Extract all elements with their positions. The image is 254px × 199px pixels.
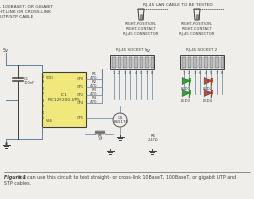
Text: 3: 3 — [124, 71, 126, 75]
Text: LED1: LED1 — [181, 87, 191, 91]
Bar — [180, 55, 224, 69]
Bar — [145, 57, 149, 67]
Text: 1M: 1M — [97, 137, 103, 141]
Text: 4: 4 — [205, 71, 207, 75]
Text: 4: 4 — [135, 71, 137, 75]
Text: VDD: VDD — [46, 76, 54, 80]
Bar — [118, 57, 121, 67]
Text: 3: 3 — [42, 99, 44, 103]
Text: R3
470: R3 470 — [90, 88, 98, 96]
Bar — [129, 57, 132, 67]
Text: LED3: LED3 — [181, 99, 191, 103]
Polygon shape — [204, 77, 211, 85]
Text: 2: 2 — [42, 87, 44, 91]
Polygon shape — [182, 90, 189, 97]
Text: IC1
PIC12F200-I/P5: IC1 PIC12F200-I/P5 — [47, 93, 81, 102]
Text: RIGHT-POSITION,
RIGHT-CONTACT
RJ-45 CONNECTOR: RIGHT-POSITION, RIGHT-CONTACT RJ-45 CONN… — [179, 22, 215, 36]
Text: 8: 8 — [151, 71, 153, 75]
Text: GP1: GP1 — [77, 85, 84, 89]
Text: 5: 5 — [140, 71, 142, 75]
Text: R2
470: R2 470 — [90, 80, 98, 88]
Text: 4: 4 — [42, 111, 44, 115]
Text: 6: 6 — [129, 71, 131, 75]
Text: 1: 1 — [113, 71, 115, 75]
Text: R5: R5 — [98, 134, 103, 138]
Text: 6: 6 — [42, 104, 44, 108]
Text: Figure 1: Figure 1 — [4, 175, 26, 180]
Text: 2: 2 — [188, 71, 190, 75]
Text: RJ-45 SOCKET 2: RJ-45 SOCKET 2 — [186, 48, 218, 52]
Text: GP2: GP2 — [77, 93, 84, 97]
Bar — [182, 57, 185, 67]
Text: STP cables.: STP cables. — [4, 181, 31, 186]
Bar — [220, 57, 224, 67]
Text: C1: C1 — [24, 77, 29, 81]
Text: 2.47Ω: 2.47Ω — [148, 138, 158, 142]
Text: GP5: GP5 — [77, 116, 84, 120]
Polygon shape — [204, 90, 211, 97]
Text: RJ-45 SOCKET 1: RJ-45 SOCKET 1 — [116, 48, 148, 52]
Text: 100nF: 100nF — [24, 81, 35, 85]
Bar — [151, 57, 154, 67]
Text: 3: 3 — [194, 71, 196, 75]
Bar — [204, 57, 208, 67]
Text: R6: R6 — [151, 134, 155, 138]
Text: LED2: LED2 — [203, 87, 213, 91]
Text: GP0: GP0 — [77, 77, 84, 81]
Bar — [110, 55, 154, 69]
Text: 5: 5 — [210, 71, 212, 75]
Text: RIGHT-POSITION,
RIGHT-CONTACT
RJ-45 CONNECTOR: RIGHT-POSITION, RIGHT-CONTACT RJ-45 CONN… — [123, 22, 159, 36]
Text: 5v: 5v — [3, 48, 9, 53]
Text: 0: 0 — [4, 141, 8, 146]
Text: LED4: LED4 — [203, 99, 213, 103]
Text: GP4: GP4 — [77, 101, 84, 105]
Text: Q1
BSS170: Q1 BSS170 — [114, 116, 129, 124]
Text: 7: 7 — [146, 71, 148, 75]
Text: 7: 7 — [42, 92, 44, 96]
Bar — [210, 57, 213, 67]
Bar — [215, 57, 218, 67]
Bar — [139, 57, 143, 67]
Text: 7: 7 — [216, 71, 218, 75]
Bar — [187, 57, 191, 67]
Bar — [112, 57, 116, 67]
Polygon shape — [182, 77, 189, 85]
Text: 10BASET, 100BASET, OR GIGABIT
STRAIGHT-LINK OR CROSS-LINK
UTP/STP CABLE: 10BASET, 100BASET, OR GIGABIT STRAIGHT-L… — [0, 5, 54, 19]
Text: 1: 1 — [42, 75, 44, 79]
Bar — [42, 72, 86, 127]
Text: RJ-45 LAN CABLE TO BE TESTED: RJ-45 LAN CABLE TO BE TESTED — [143, 3, 213, 7]
Text: 1: 1 — [183, 71, 185, 75]
Bar — [198, 57, 202, 67]
Bar — [193, 57, 197, 67]
Text: 5V: 5V — [146, 49, 151, 53]
Bar — [123, 57, 126, 67]
Text: VSS: VSS — [46, 119, 53, 123]
Text: R4
470: R4 470 — [90, 96, 98, 104]
Text: 2: 2 — [118, 71, 120, 75]
Text: 5: 5 — [42, 116, 44, 120]
Text: 6: 6 — [199, 71, 201, 75]
Bar — [134, 57, 137, 67]
Text: 8: 8 — [42, 80, 44, 84]
Text: 8: 8 — [221, 71, 223, 75]
Text: You can use this circuit to test straight- or cross-link 10BaseT, 100BaseT, or g: You can use this circuit to test straigh… — [16, 175, 236, 180]
Text: R1
470: R1 470 — [90, 72, 98, 80]
